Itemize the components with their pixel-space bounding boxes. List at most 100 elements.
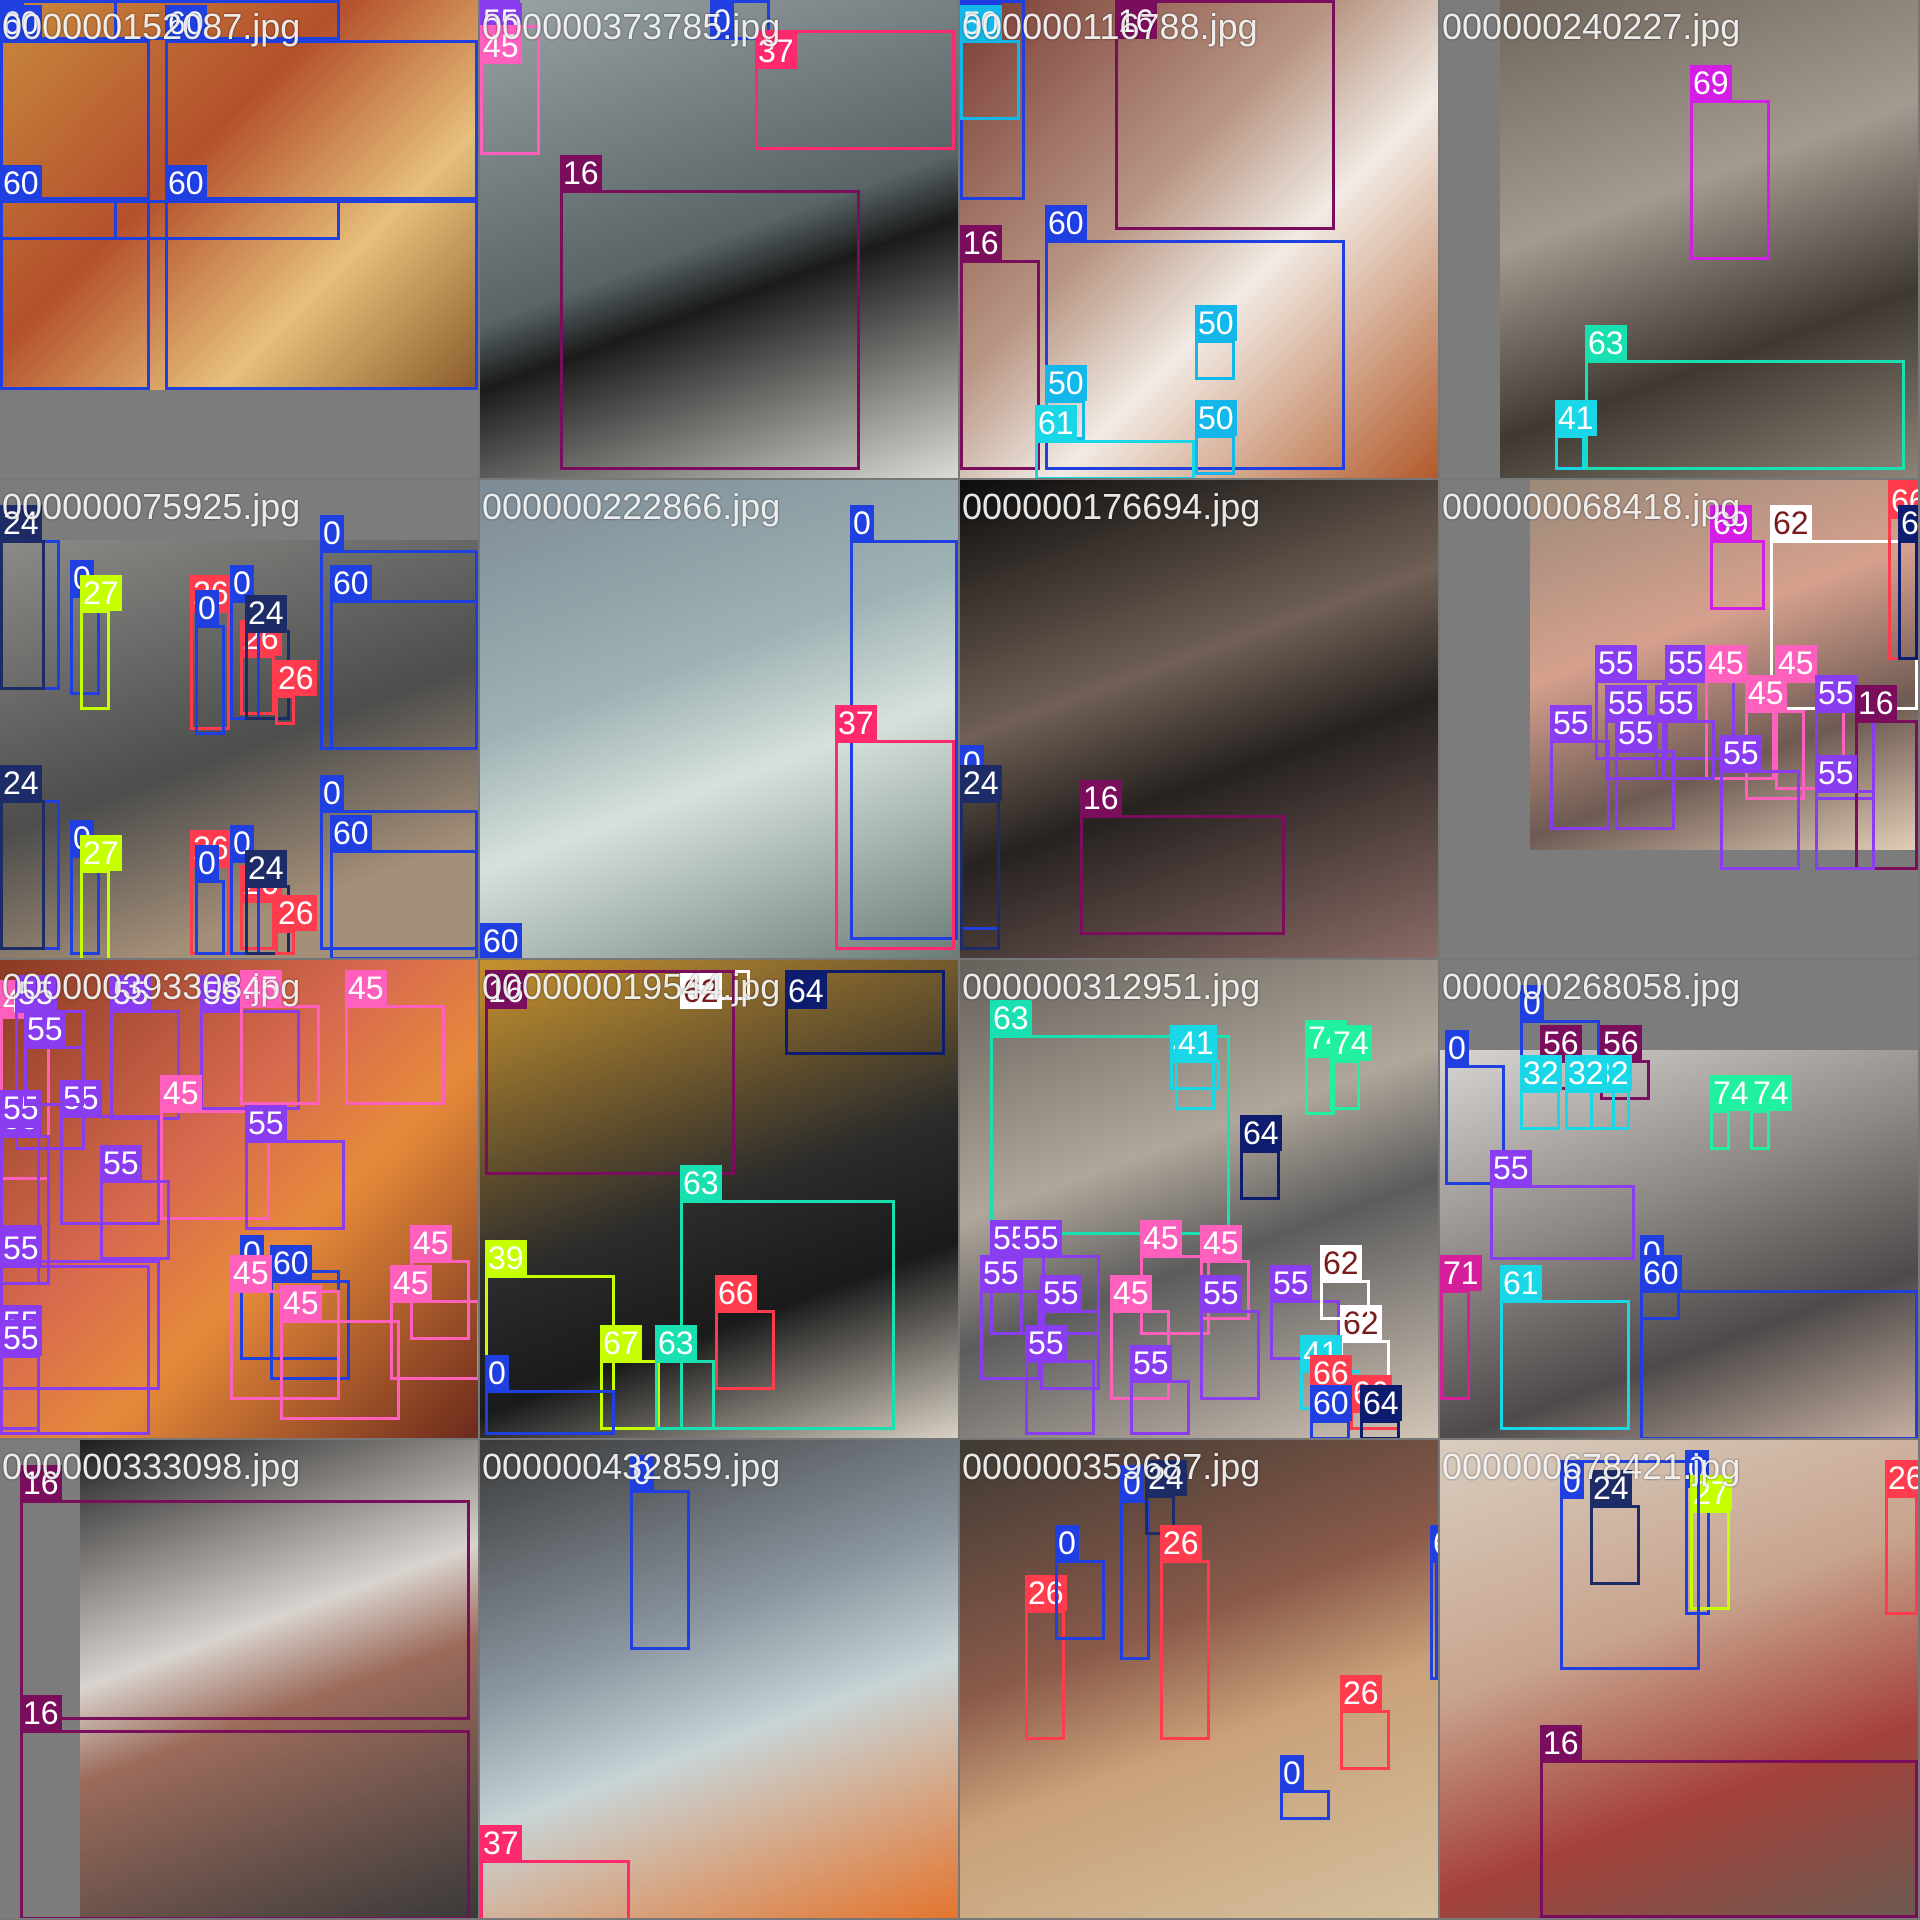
class-id-label: 60 xyxy=(0,165,42,201)
detection-box: 50 xyxy=(1195,400,1237,475)
detection-box: 50 xyxy=(1195,305,1237,380)
tile-photo xyxy=(480,480,958,958)
detection-box: 60 xyxy=(0,5,150,200)
detection-box: 63 xyxy=(990,1000,1230,1235)
detection-box: 61 xyxy=(1500,1265,1630,1430)
class-id-label: 0 xyxy=(485,1355,509,1391)
detection-box: 55 xyxy=(24,1011,84,1106)
class-id-label: 0 xyxy=(195,845,219,881)
class-id-label: 45 xyxy=(1200,1225,1242,1261)
mosaic-tile: 000000116788.jpg605016601650505061 xyxy=(960,0,1438,478)
detection-box: 64 xyxy=(1240,1115,1282,1200)
class-id-label: 60 xyxy=(480,923,522,958)
class-id-label: 26 xyxy=(275,895,317,931)
class-id-label: 61 xyxy=(1035,405,1077,441)
detection-box: 0 xyxy=(195,590,225,735)
detection-box: 26 xyxy=(275,895,317,955)
class-id-label: 74 xyxy=(1750,1075,1792,1111)
detection-box: 74 xyxy=(1750,1075,1792,1150)
detection-box: 0 xyxy=(630,1455,690,1650)
class-id-label: 41 xyxy=(1555,400,1597,436)
detection-box: 66 xyxy=(715,1275,775,1390)
tile-filename: 000000152087.jpg xyxy=(2,6,301,47)
class-id-label: 45 xyxy=(240,970,282,1006)
class-id-label: 55 xyxy=(1270,1265,1312,1301)
class-id-label: 26 xyxy=(1340,1675,1382,1711)
detection-box: 50 xyxy=(960,5,1020,120)
detection-box: 0 xyxy=(485,1355,615,1435)
class-id-label: 60 xyxy=(330,565,372,601)
detection-box: 45 xyxy=(280,1285,400,1420)
detection-box: 63 xyxy=(680,1165,895,1430)
class-id-label: 24 xyxy=(245,595,287,631)
tile-filename: 000000373785.jpg xyxy=(482,6,781,47)
detection-box: 55 xyxy=(0,1090,42,1285)
detection-box: 61 xyxy=(1035,405,1195,478)
class-id-label: 27 xyxy=(80,835,122,871)
detection-box: 37 xyxy=(835,705,955,950)
class-id-label: 45 xyxy=(280,1285,322,1321)
tile-filename: 000000075925.jpg xyxy=(2,486,301,527)
detection-box: 62 xyxy=(1320,1245,1370,1320)
class-id-label: 0 xyxy=(1520,985,1544,1021)
detection-box: 55 xyxy=(1025,1325,1095,1435)
tile-photo xyxy=(480,0,958,478)
detection-box: 55 xyxy=(100,1145,170,1260)
class-id-label: 45 xyxy=(390,1265,432,1301)
tile-filename: 000000019544.jpg xyxy=(482,966,781,1007)
detection-box: 55 xyxy=(1615,715,1675,830)
class-id-label: 45 xyxy=(345,970,387,1006)
mosaic-tile: 000000222866.jpg 0 37 60 xyxy=(480,480,958,958)
class-id-label: 63 xyxy=(655,1325,697,1361)
mosaic-tile: 000000393308.jpg455555554545554555555555… xyxy=(0,960,478,1438)
mosaic-tile: 000000152087.jpg006060006060 xyxy=(0,0,478,478)
class-id-label: 55 xyxy=(1040,1275,1082,1311)
class-id-label: 55 xyxy=(200,975,242,1011)
detection-box: 55 xyxy=(0,1320,42,1435)
detection-box: 63 xyxy=(1585,325,1905,470)
class-id-label: 62 xyxy=(680,973,722,1009)
class-id-label: 55 xyxy=(1200,1275,1242,1311)
detection-box: 45 xyxy=(1110,1275,1170,1400)
tile-filename: 000000176694.jpg xyxy=(962,486,1261,527)
detection-box: 55 xyxy=(15,975,85,1150)
detection-box: 16 xyxy=(1540,1725,1918,1918)
class-id-label: 64 xyxy=(785,973,827,1009)
tile-photo xyxy=(0,0,478,390)
class-id-label: 16 xyxy=(960,225,1002,261)
detection-box: 45 xyxy=(345,970,445,1105)
class-id-label: 55 xyxy=(1720,735,1762,771)
class-id-label: 67 xyxy=(600,1325,642,1361)
detection-box: 55 xyxy=(1815,755,1875,870)
detection-box: 26 xyxy=(275,660,317,725)
class-id-label: 41 xyxy=(1175,1025,1217,1061)
detection-box: 16 xyxy=(485,970,735,1175)
mosaic-tile: 000000359687.jpg2600242602660 xyxy=(960,1440,1438,1918)
detection-box: 64 xyxy=(1898,505,1918,660)
class-id-label: 24 xyxy=(960,765,1002,801)
detection-box: 16 xyxy=(1080,780,1285,935)
class-id-label: 69 xyxy=(1710,505,1752,541)
class-id-label: 63 xyxy=(1585,325,1627,361)
detection-box: 74 xyxy=(1330,1025,1372,1110)
class-id-label: 69 xyxy=(1690,65,1732,101)
class-id-label: 55 xyxy=(0,1230,42,1266)
class-id-label: 24 xyxy=(0,765,42,801)
detection-box: 45 xyxy=(1705,645,1775,780)
detection-box: 64 xyxy=(785,970,945,1055)
tile-photo xyxy=(960,480,1438,958)
detection-box: 16 xyxy=(1855,685,1918,870)
class-id-label: 0 xyxy=(1280,1755,1304,1791)
detection-box: 55 xyxy=(1720,735,1800,870)
detection-box: 16 xyxy=(20,1465,470,1720)
detection-box: 62 xyxy=(680,970,750,1009)
class-id-label: 45 xyxy=(1110,1275,1152,1311)
tile-filename: 000000678421.jpg xyxy=(1442,1446,1741,1487)
class-id-label: 0 xyxy=(1560,1463,1584,1499)
tile-filename: 000000312951.jpg xyxy=(962,966,1261,1007)
class-id-label: 71 xyxy=(1440,1255,1482,1291)
detection-box: 60 xyxy=(1310,1385,1352,1438)
tile-photo xyxy=(480,1440,958,1918)
class-id-label: 0 xyxy=(630,1455,654,1491)
detection-box: 60 xyxy=(270,1245,350,1380)
